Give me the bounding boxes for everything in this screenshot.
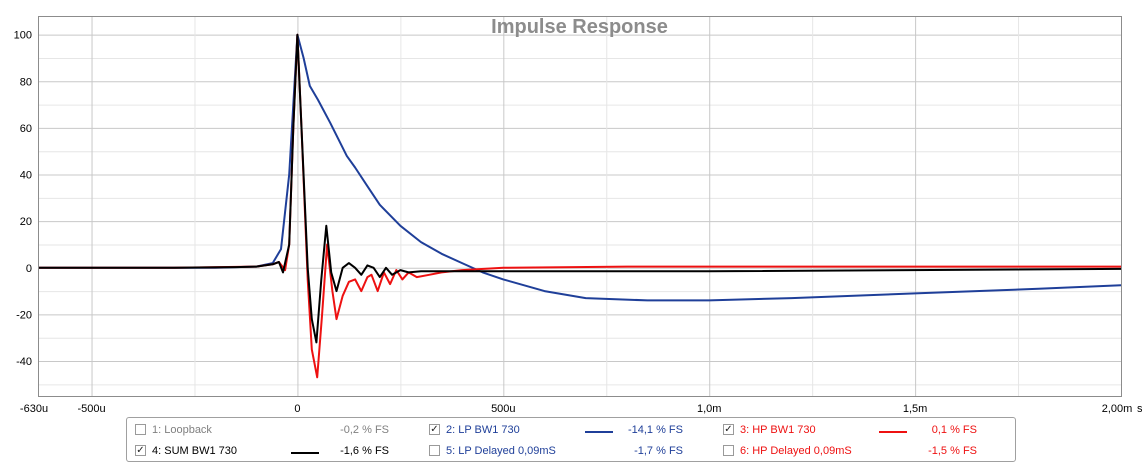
legend-label: 5: LP Delayed 0,09mS — [446, 445, 556, 457]
legend-item-2: ✓ 2: LP BW1 730 -14,1 % FS — [429, 422, 714, 440]
y-axis-ticks: 100 80 60 40 20 0 -20 -40 — [14, 30, 32, 368]
x-tick-label: 500u — [491, 403, 515, 415]
legend-value: -1,5 % FS — [928, 445, 977, 457]
series-lines — [38, 33, 1122, 379]
chart-title: Impulse Response — [491, 16, 668, 38]
legend-checkbox-4[interactable]: ✓ — [135, 445, 146, 456]
y-tick-label: 80 — [20, 76, 32, 88]
x-axis-unit-label: s — [1137, 403, 1142, 415]
y-tick-label: 20 — [20, 216, 32, 228]
y-tick-label: 40 — [20, 170, 32, 182]
series-line-4 — [38, 33, 1122, 344]
legend-label: 6: HP Delayed 0,09mS — [740, 445, 852, 457]
x-tick-label: 2,00m — [1102, 403, 1133, 415]
legend-item-6: 6: HP Delayed 0,09mS -1,5 % FS — [723, 443, 1008, 461]
legend-line-swatch — [291, 452, 319, 454]
legend-checkbox-2[interactable]: ✓ — [429, 424, 440, 435]
legend-line-swatch — [585, 431, 613, 433]
legend-item-5: 5: LP Delayed 0,09mS -1,7 % FS — [429, 443, 714, 461]
legend-item-1: 1: Loopback -0,2 % FS — [135, 422, 420, 440]
legend-checkbox-1[interactable] — [135, 424, 146, 435]
legend-item-3: ✓ 3: HP BW1 730 0,1 % FS — [723, 422, 1008, 440]
legend-value: -1,6 % FS — [340, 445, 389, 457]
legend-label: 3: HP BW1 730 — [740, 424, 816, 436]
y-tick-label: 100 — [14, 30, 32, 42]
legend-label: 2: LP BW1 730 — [446, 424, 520, 436]
legend-label: 4: SUM BW1 730 — [152, 445, 237, 457]
legend-checkbox-3[interactable]: ✓ — [723, 424, 734, 435]
x-axis-ticks: -630u -500u 0 500u 1,0m 1,5m 2,00m — [20, 403, 1132, 415]
plot-background — [38, 16, 1121, 396]
y-tick-label: -20 — [16, 309, 32, 321]
legend-value: -0,2 % FS — [340, 424, 389, 436]
plot-frame — [38, 16, 1122, 397]
legend-line-swatch — [879, 431, 907, 433]
series-line-2 — [38, 33, 1122, 302]
y-tick-label: -40 — [16, 356, 32, 368]
legend-checkbox-6[interactable] — [723, 445, 734, 456]
y-tick-label: 0 — [26, 263, 32, 275]
x-tick-label: 1,5m — [903, 403, 927, 415]
x-tick-label: 1,0m — [697, 403, 721, 415]
legend-item-4: ✓ 4: SUM BW1 730 -1,6 % FS — [135, 443, 420, 461]
legend-label: 1: Loopback — [152, 424, 212, 436]
x-tick-label: -500u — [77, 403, 105, 415]
legend-checkbox-5[interactable] — [429, 445, 440, 456]
x-tick-label: 0 — [294, 403, 300, 415]
legend-value: -14,1 % FS — [627, 424, 683, 436]
legend-value: 0,1 % FS — [931, 424, 977, 436]
y-tick-label: 60 — [20, 123, 32, 135]
legend: 1: Loopback -0,2 % FS ✓ 2: LP BW1 730 -14,1 … — [126, 417, 1016, 462]
legend-value: -1,7 % FS — [634, 445, 683, 457]
impulse-response-chart[interactable]: Impulse Response 100 80 60 40 20 0 -20 -40 -630… — [0, 0, 1142, 415]
grid — [38, 16, 1121, 396]
x-tick-label: -630u — [20, 403, 48, 415]
